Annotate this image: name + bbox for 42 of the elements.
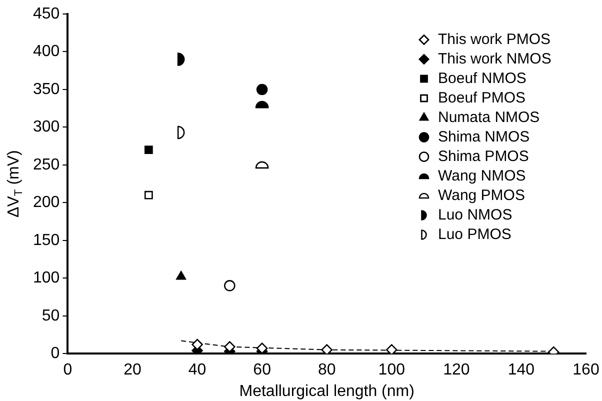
point	[256, 84, 268, 96]
point	[256, 342, 268, 354]
y-tick-label: 250	[32, 156, 60, 174]
point	[176, 270, 186, 280]
point	[144, 190, 153, 200]
legend-label: Wang NMOS	[438, 167, 526, 184]
legend-label: Boeuf NMOS	[438, 70, 526, 87]
x-tick-label: 80	[318, 362, 336, 379]
point	[224, 341, 236, 352]
x-tick-label: 40	[188, 362, 206, 379]
legend-label: Luo NMOS	[438, 206, 512, 224]
y-tick-label: 300	[32, 118, 60, 136]
legend-label: Luo PMOS	[438, 226, 512, 243]
x-tick-label: 100	[378, 362, 406, 379]
point	[224, 280, 236, 292]
y-tick-label: 50	[42, 307, 60, 324]
y-tick-label: 200	[32, 194, 60, 212]
legend-label: Numata NMOS	[438, 108, 540, 126]
x-tick-label: 60	[253, 362, 272, 379]
y-tick-label: 0	[50, 345, 60, 362]
point	[192, 338, 203, 350]
legend-label: Boeuf PMOS	[438, 89, 526, 106]
x-tick-label: 160	[572, 362, 600, 379]
y-tick-label: 350	[32, 80, 60, 98]
point	[386, 344, 398, 354]
legend-label: Wang PMOS	[438, 186, 525, 204]
x-tick-label: 120	[443, 362, 470, 379]
x-tick-label: 20	[124, 362, 142, 379]
x-tick-label: 140	[508, 362, 535, 379]
point	[144, 146, 153, 154]
y-axis-title: ΔVT (mV)	[5, 150, 25, 218]
y-tick-label: 150	[32, 232, 60, 249]
x-axis-title: Metallurgical length (nm)	[239, 382, 414, 400]
y-tick-label: 100	[32, 270, 60, 287]
x-tick-label: 0	[63, 362, 72, 379]
legend-label: This work PMOS	[438, 30, 551, 48]
y-tick-label: 400	[32, 43, 60, 60]
legend-label: Shima NMOS	[438, 128, 530, 146]
legend-label: Shima PMOS	[438, 148, 529, 165]
point	[321, 344, 332, 354]
legend-label: This work NMOS	[438, 50, 552, 68]
y-tick-label: 450	[32, 5, 60, 22]
